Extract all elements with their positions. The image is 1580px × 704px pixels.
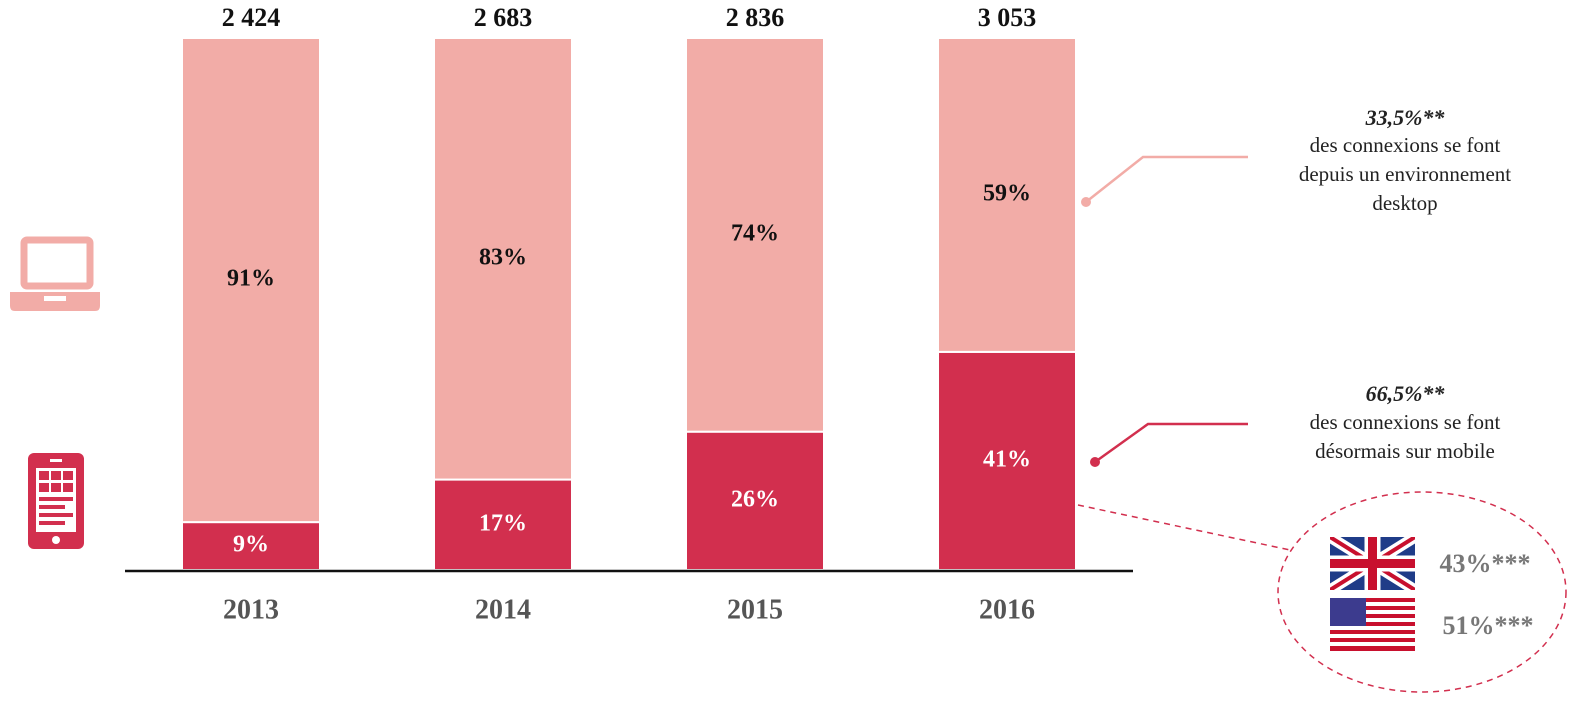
value-label: 83% [479, 244, 527, 270]
mobile-connector-dot [1090, 457, 1100, 467]
bar-segment [937, 37, 1077, 353]
callout-ellipse [1277, 491, 1567, 693]
callout-line [1077, 504, 1291, 551]
annotation-text: désormais sur mobile [1315, 439, 1495, 463]
value-label: 9% [233, 532, 269, 558]
us-share: 51%*** [1443, 611, 1534, 640]
uk-flag [1330, 537, 1415, 590]
annotation-text: desktop [1372, 191, 1437, 215]
total-label: 2 836 [726, 3, 785, 32]
total-label: 3 053 [978, 3, 1037, 32]
us-flag [1330, 598, 1415, 651]
value-label: 74% [731, 220, 779, 246]
desktop-icon [10, 236, 100, 311]
annotation-value: 33,5%** [1365, 105, 1446, 130]
value-label: 41% [983, 446, 1031, 472]
desktop-connector [1085, 155, 1248, 203]
x-tick-label: 2015 [727, 594, 783, 625]
annotation-text: des connexions se font [1310, 133, 1501, 157]
bar-segment [685, 37, 825, 433]
annotation-text: depuis un environnement [1299, 162, 1511, 186]
value-label: 91% [227, 266, 275, 292]
bar-segment [181, 37, 321, 524]
annotation-value: 66,5%** [1366, 381, 1446, 406]
value-label: 59% [983, 180, 1031, 206]
bar-segment [937, 350, 1077, 571]
total-label: 2 683 [474, 3, 533, 32]
desktop-connector-dot [1081, 197, 1091, 207]
bar-segment [181, 521, 321, 571]
x-tick-label: 2013 [223, 594, 279, 625]
bar-segment [433, 37, 573, 481]
annotation-text: des connexions se font [1310, 410, 1501, 434]
mobile-icon [28, 453, 84, 549]
value-label: 26% [731, 486, 779, 512]
uk-share: 43%*** [1440, 549, 1531, 578]
total-label: 2 424 [222, 3, 281, 32]
x-tick-label: 2016 [979, 594, 1035, 625]
value-label: 17% [479, 510, 527, 536]
mobile-connector [1094, 422, 1248, 464]
x-tick-label: 2014 [475, 594, 531, 625]
